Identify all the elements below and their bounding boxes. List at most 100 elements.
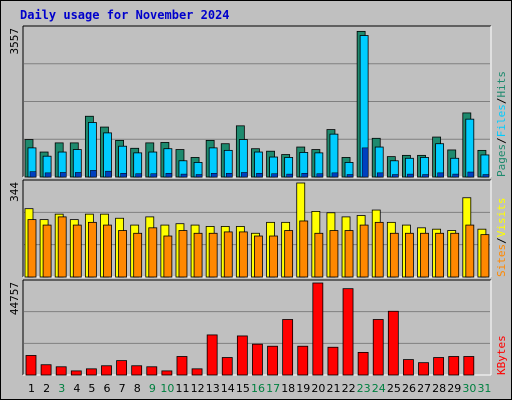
bar-sites (148, 227, 158, 278)
bar-kbytes (463, 356, 475, 376)
day-label: 19 (296, 382, 310, 395)
bar-sites (254, 235, 263, 278)
ymax-label-kbytes: 44757 (8, 282, 21, 315)
bar-kbytes (176, 356, 188, 376)
bar-kbytes (85, 368, 97, 376)
legend-visits-sites: Sites/Visits (495, 198, 508, 278)
bar-sites (87, 221, 97, 278)
bar-pages (376, 172, 384, 178)
bar-sites (405, 232, 414, 278)
day-label: 17 (266, 382, 280, 395)
bar-kbytes (131, 365, 143, 376)
day-label: 31 (477, 382, 491, 395)
day-label: 25 (387, 382, 401, 395)
bar-sites (450, 232, 460, 278)
bar-kbytes (448, 356, 460, 376)
bar-pages (165, 173, 173, 178)
bar-pages (392, 174, 399, 178)
ymax-label-visits-sites: 344 (8, 182, 21, 202)
bar-kbytes (282, 319, 294, 376)
bar-pages (467, 171, 475, 178)
bar-pages (361, 147, 369, 178)
day-label: 30 (462, 382, 476, 395)
bar-pages (482, 174, 490, 178)
bar-kbytes (221, 357, 233, 376)
bar-sites (314, 232, 324, 278)
bar-sites (163, 235, 173, 278)
bar-sites (27, 219, 37, 278)
bar-kbytes (357, 351, 369, 376)
bar-pages (29, 171, 37, 178)
bar-kbytes (206, 334, 218, 376)
bar-sites (329, 230, 339, 278)
bar-kbytes (418, 362, 429, 376)
day-label: 5 (88, 382, 95, 395)
bar-files (163, 148, 173, 178)
bar-kbytes (403, 359, 414, 376)
bar-pages (407, 173, 414, 178)
bar-sites (389, 232, 399, 278)
bar-sites (103, 224, 112, 278)
day-label: 23 (357, 382, 371, 395)
bar-sites (269, 235, 278, 278)
bar-sites (435, 232, 445, 278)
day-label: 16 (251, 382, 265, 395)
bar-kbytes (342, 288, 354, 376)
legend-entry: / (495, 137, 508, 144)
bar-pages (150, 173, 158, 178)
bar-pages (316, 173, 324, 178)
bar-sites (208, 232, 218, 278)
bar-files (148, 151, 158, 178)
bar-kbytes (116, 360, 127, 376)
bar-files (314, 152, 324, 178)
bar-sites (238, 231, 248, 278)
bar-pages (180, 173, 188, 178)
bar-kbytes (40, 364, 52, 376)
legend-entry: Files (495, 104, 508, 137)
day-label: 11 (176, 382, 190, 395)
day-label: 6 (104, 382, 111, 395)
bar-kbytes (55, 366, 67, 376)
bar-pages (422, 174, 429, 178)
day-label: 8 (134, 382, 141, 395)
bar-sites (299, 220, 309, 278)
bar-sites (72, 224, 82, 278)
day-label: 12 (191, 382, 205, 395)
bar-pages (301, 173, 308, 178)
bar-files (374, 146, 384, 178)
bar-sites (284, 230, 294, 278)
day-label: 29 (447, 382, 461, 395)
bar-pages (346, 174, 354, 178)
day-label: 22 (342, 382, 356, 395)
bar-sites (480, 234, 490, 278)
legend-hits-files-pages: Pages/Files/Hits (495, 71, 508, 177)
bar-pages (195, 174, 203, 178)
bar-sites (178, 230, 188, 278)
bar-sites (118, 230, 127, 278)
day-label: 18 (281, 382, 295, 395)
bar-files (329, 133, 339, 178)
day-label: 2 (43, 382, 50, 395)
bar-pages (452, 173, 459, 178)
bar-files (208, 147, 218, 178)
day-label: 9 (149, 382, 156, 395)
bar-pages (59, 172, 67, 178)
bar-kbytes (236, 335, 248, 376)
legend-entry: / (495, 98, 508, 105)
bar-files (133, 152, 143, 178)
bar-kbytes (327, 346, 339, 376)
bar-pages (241, 172, 248, 178)
bar-sites (359, 224, 369, 278)
bar-kbytes (252, 343, 263, 376)
bar-pages (210, 173, 218, 178)
ymax-label-hits-files-pages: 3557 (8, 28, 21, 55)
day-label: 3 (58, 382, 65, 395)
bar-sites (420, 232, 429, 278)
bar-kbytes (433, 357, 445, 376)
bar-files (118, 145, 127, 178)
day-label: 1 (28, 382, 35, 395)
day-label: 24 (372, 382, 386, 395)
bar-pages (105, 170, 112, 178)
bar-kbytes (146, 366, 158, 376)
